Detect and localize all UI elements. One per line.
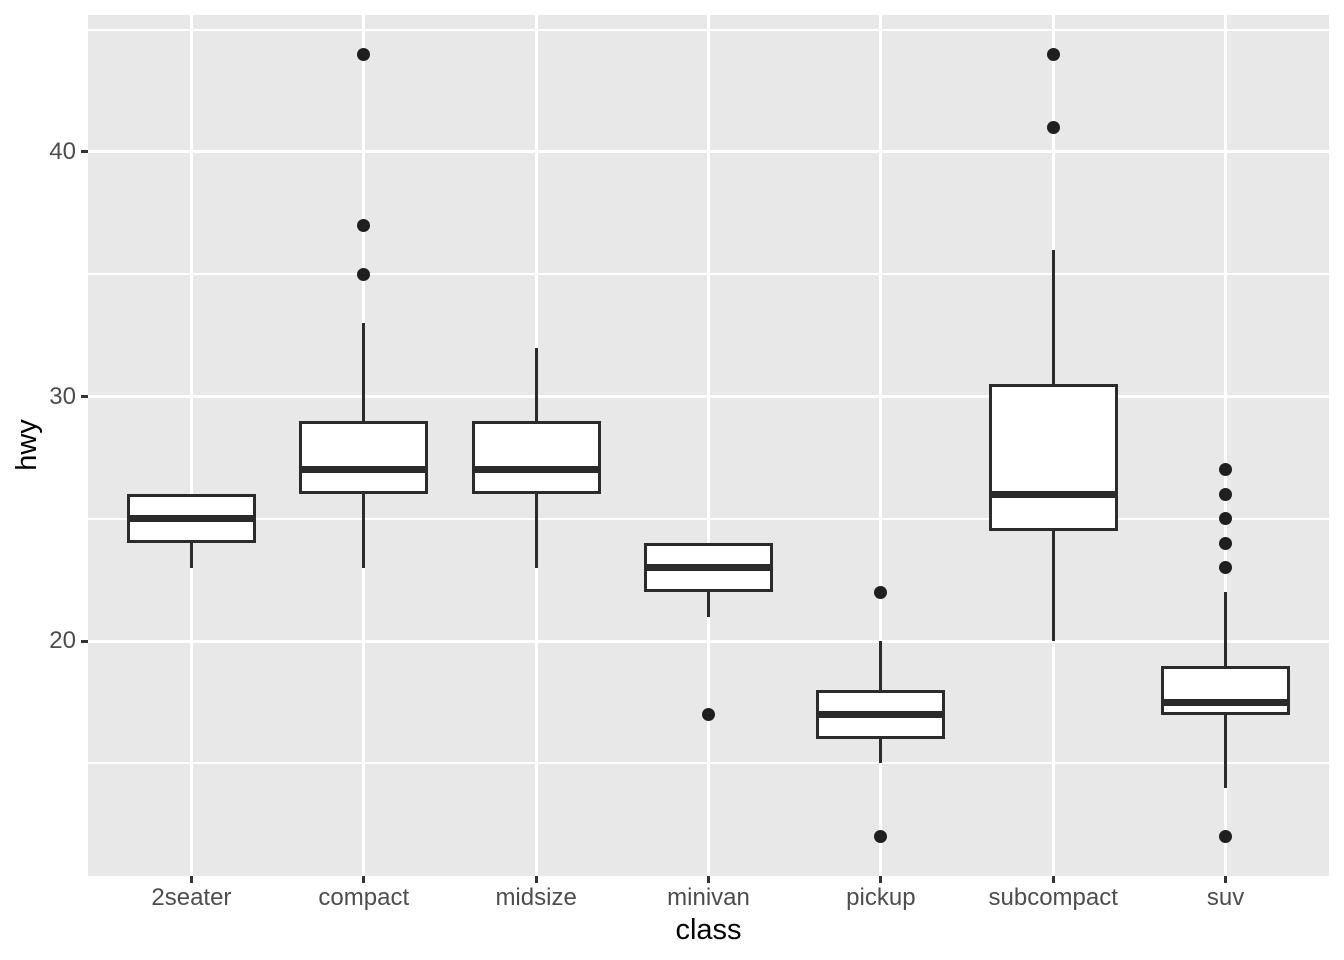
lower-whisker-compact: [362, 494, 366, 568]
y-tick-label-20: 20: [49, 627, 76, 655]
x-tick-label-compact: compact: [318, 884, 410, 911]
y-tick-label-30: 30: [49, 382, 76, 410]
x-tick-label-midsize: midsize: [495, 884, 577, 911]
x-tick-mark: [707, 876, 710, 883]
category-gridline-pickup: [879, 15, 883, 876]
outlier-dot: [1046, 121, 1060, 135]
x-tick-mark: [362, 876, 366, 883]
x-tick-label-minivan: minivan: [667, 884, 750, 911]
outlier-dot: [357, 267, 371, 281]
y-tick-mark: [81, 639, 88, 643]
x-tick-label-suv: suv: [1206, 884, 1245, 911]
lower-whisker-minivan: [707, 592, 710, 617]
x-tick-mark: [534, 876, 538, 883]
outlier-dot: [357, 47, 371, 61]
category-gridline-2seater: [189, 15, 193, 876]
lower-whisker-midsize: [534, 494, 538, 568]
outlier-dot: [1219, 487, 1233, 501]
box-compact: [299, 421, 429, 495]
x-tick-label-pickup: pickup: [846, 884, 916, 911]
x-tick-label-subcompact: subcompact: [988, 884, 1118, 911]
lower-whisker-suv: [1224, 714, 1228, 788]
category-gridline-suv: [1224, 15, 1228, 876]
upper-whisker-compact: [362, 323, 366, 422]
upper-whisker-midsize: [534, 347, 538, 422]
median-compact: [299, 466, 429, 474]
median-pickup: [816, 711, 946, 719]
outlier-dot: [1219, 561, 1233, 575]
outlier-dot: [1219, 463, 1233, 477]
outlier-dot: [702, 708, 715, 722]
box-midsize: [471, 421, 601, 495]
median-subcompact: [988, 490, 1118, 498]
x-tick-mark: [1224, 876, 1228, 883]
median-midsize: [471, 466, 601, 474]
outlier-dot: [357, 218, 371, 232]
median-2seater: [126, 515, 257, 523]
x-tick-mark: [879, 876, 883, 883]
outlier-dot: [874, 585, 888, 599]
lower-whisker-pickup: [879, 739, 883, 764]
plot-panel: [88, 15, 1329, 876]
outlier-dot: [1219, 536, 1233, 550]
lower-whisker-subcompact: [1051, 531, 1055, 642]
y-tick-mark: [81, 150, 88, 154]
x-tick-label-2seater: 2seater: [151, 884, 232, 911]
upper-whisker-suv: [1224, 592, 1228, 666]
lower-whisker-2seater: [189, 543, 193, 568]
upper-whisker-pickup: [879, 641, 883, 691]
outlier-dot: [1219, 512, 1233, 526]
category-gridline-minivan: [707, 15, 710, 876]
box-subcompact: [988, 384, 1118, 532]
x-tick-mark: [1051, 876, 1055, 883]
median-minivan: [643, 564, 774, 572]
outlier-dot: [1046, 47, 1060, 61]
x-tick-mark: [189, 876, 193, 883]
upper-whisker-subcompact: [1051, 249, 1055, 385]
outlier-dot: [874, 830, 888, 844]
y-tick-mark: [81, 395, 88, 399]
x-axis-title: class: [675, 914, 742, 946]
box-suv: [1160, 665, 1291, 715]
y-tick-label-40: 40: [49, 137, 76, 165]
y-axis-title: hwy: [11, 419, 43, 471]
median-suv: [1160, 698, 1291, 706]
outlier-dot: [1219, 830, 1233, 844]
